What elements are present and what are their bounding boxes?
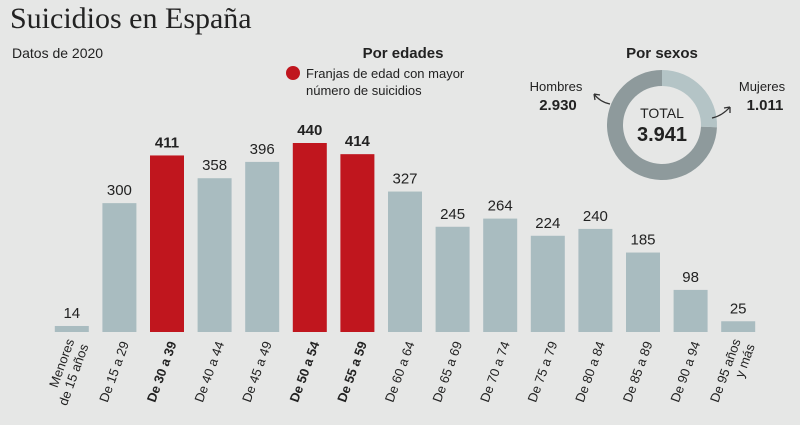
bar (102, 203, 137, 332)
bar (245, 161, 280, 332)
value-label: 245 (440, 206, 465, 223)
value-label: 411 (155, 134, 179, 151)
chart-title: Por edades (363, 45, 444, 62)
value-label: 14 (63, 305, 80, 322)
bar (673, 289, 708, 332)
bar (197, 178, 232, 332)
chart-title: Por sexos (626, 45, 698, 62)
center-label: TOTAL (640, 105, 684, 121)
value-label: 440 (297, 122, 322, 139)
value-label: 327 (392, 171, 417, 188)
value-label: 396 (250, 141, 275, 158)
bar (150, 155, 184, 332)
value-label: 414 (345, 133, 371, 150)
bar (626, 252, 660, 332)
bar (721, 321, 756, 332)
bar (435, 226, 470, 332)
value-label: 25 (730, 300, 747, 317)
bar (530, 235, 565, 332)
value-label: 98 (682, 269, 699, 286)
legend-label: Mujeres (739, 79, 786, 94)
value-label: 185 (630, 232, 655, 249)
page-subtitle: Datos de 2020 (12, 45, 103, 61)
total-label: 3.941 (637, 124, 687, 146)
donut-slice (662, 70, 717, 128)
bar (340, 154, 375, 332)
value-label: 240 (583, 208, 608, 225)
arrow (711, 106, 731, 119)
bar (483, 218, 518, 332)
value-label: 264 (488, 198, 513, 215)
arrow (593, 93, 611, 105)
value-label: 1.011 (747, 97, 784, 114)
value-label: 358 (202, 157, 227, 174)
value-label: 2.930 (539, 97, 577, 114)
bar (578, 228, 613, 332)
value-label: 300 (107, 182, 132, 199)
donut-hole (626, 89, 698, 161)
bar (388, 191, 422, 332)
value-label: 224 (535, 215, 560, 232)
legend-label: Franjas de edad con mayor número de suici… (306, 66, 465, 98)
bar (54, 325, 89, 332)
page-title: Suicidios en España (10, 2, 252, 35)
legend-label: Hombres (530, 79, 583, 94)
legend-swatch (286, 66, 300, 80)
bar (292, 143, 327, 332)
